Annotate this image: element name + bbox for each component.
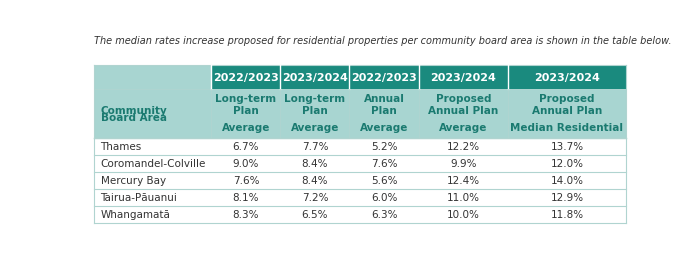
Text: 12.2%: 12.2% bbox=[447, 142, 480, 152]
Text: 11.0%: 11.0% bbox=[447, 193, 480, 203]
Text: 6.0%: 6.0% bbox=[371, 193, 397, 203]
Text: 6.3%: 6.3% bbox=[371, 210, 398, 220]
Text: Annual: Annual bbox=[363, 94, 405, 104]
Text: Mercury Bay: Mercury Bay bbox=[101, 176, 166, 186]
Bar bbox=[94, 138, 626, 155]
Text: 8.4%: 8.4% bbox=[302, 159, 328, 169]
Text: Thames: Thames bbox=[101, 142, 142, 152]
Text: 14.0%: 14.0% bbox=[550, 176, 584, 186]
Text: 2023/2024: 2023/2024 bbox=[282, 73, 348, 83]
Text: Plan: Plan bbox=[371, 105, 397, 115]
Text: 7.2%: 7.2% bbox=[302, 193, 328, 203]
Text: Annual Plan: Annual Plan bbox=[532, 105, 602, 115]
Text: Long-term: Long-term bbox=[284, 94, 346, 104]
Text: 7.6%: 7.6% bbox=[371, 159, 398, 169]
Text: 5.2%: 5.2% bbox=[371, 142, 398, 152]
Text: 10.0%: 10.0% bbox=[447, 210, 480, 220]
Text: Long-term: Long-term bbox=[216, 94, 276, 104]
Text: 7.7%: 7.7% bbox=[302, 142, 328, 152]
Bar bbox=[94, 172, 626, 189]
Text: Median Residential: Median Residential bbox=[510, 122, 624, 132]
Bar bbox=[94, 206, 626, 223]
Text: 2022/2023: 2022/2023 bbox=[213, 73, 279, 83]
Text: 2023/2024: 2023/2024 bbox=[430, 73, 496, 83]
Text: Average: Average bbox=[290, 122, 339, 132]
Bar bbox=[94, 155, 626, 172]
Text: Tairua-Pāuanui: Tairua-Pāuanui bbox=[101, 193, 177, 203]
Text: 12.0%: 12.0% bbox=[550, 159, 584, 169]
Text: Plan: Plan bbox=[233, 105, 259, 115]
Text: Annual Plan: Annual Plan bbox=[428, 105, 498, 115]
Text: 2022/2023: 2022/2023 bbox=[351, 73, 417, 83]
Text: 8.3%: 8.3% bbox=[232, 210, 259, 220]
Text: Plan: Plan bbox=[302, 105, 328, 115]
Text: Average: Average bbox=[222, 122, 270, 132]
Text: Board Area: Board Area bbox=[101, 113, 167, 123]
Bar bbox=[94, 189, 626, 206]
Text: 12.4%: 12.4% bbox=[447, 176, 480, 186]
Text: Average: Average bbox=[360, 122, 408, 132]
Text: 12.9%: 12.9% bbox=[550, 193, 584, 203]
Text: Proposed: Proposed bbox=[539, 94, 595, 104]
Text: 9.9%: 9.9% bbox=[450, 159, 477, 169]
Text: 6.7%: 6.7% bbox=[232, 142, 259, 152]
Text: Average: Average bbox=[439, 122, 488, 132]
Text: 8.1%: 8.1% bbox=[232, 193, 259, 203]
Text: 7.6%: 7.6% bbox=[232, 176, 259, 186]
Text: 6.5%: 6.5% bbox=[302, 210, 328, 220]
Text: 2023/2024: 2023/2024 bbox=[534, 73, 600, 83]
Text: 8.4%: 8.4% bbox=[302, 176, 328, 186]
Text: 13.7%: 13.7% bbox=[550, 142, 584, 152]
Text: 11.8%: 11.8% bbox=[550, 210, 584, 220]
Text: Proposed: Proposed bbox=[435, 94, 491, 104]
Text: Whangamatā: Whangamatā bbox=[101, 210, 170, 220]
Text: The median rates increase proposed for residential properties per community boar: The median rates increase proposed for r… bbox=[94, 35, 671, 45]
Text: Coromandel-Colville: Coromandel-Colville bbox=[101, 159, 206, 169]
Text: 5.6%: 5.6% bbox=[371, 176, 398, 186]
Text: 9.0%: 9.0% bbox=[232, 159, 259, 169]
Text: Community: Community bbox=[101, 106, 167, 116]
